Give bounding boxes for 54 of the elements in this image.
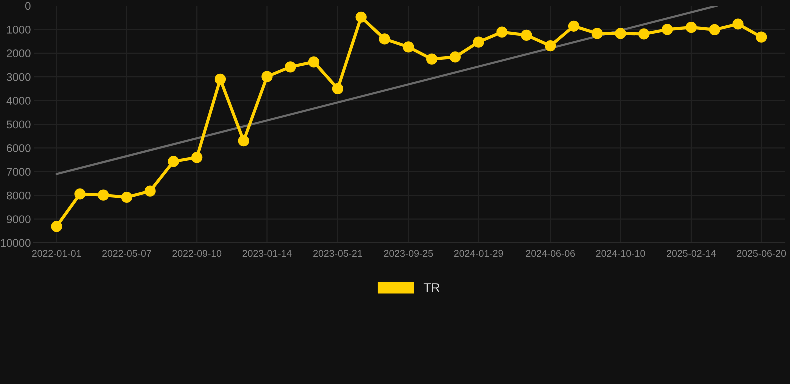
y-tick-label: 1000 <box>7 26 31 34</box>
y-tick-label: 10000 <box>1 239 31 248</box>
point <box>51 221 62 232</box>
point <box>756 32 768 43</box>
y-tick-label: 5000 <box>6 120 31 129</box>
y-tick-label: 7000 <box>7 168 31 176</box>
x-tick-label: 2024-06-06 <box>526 250 576 258</box>
point <box>709 24 720 36</box>
point <box>308 56 320 68</box>
point <box>426 54 438 65</box>
y-tick-label: 2000 <box>7 50 31 58</box>
x-tick-label: 2022-05-07 <box>102 250 152 258</box>
point <box>238 136 250 147</box>
point <box>615 28 626 40</box>
point <box>450 52 461 63</box>
y-tick-label: 6000 <box>7 144 31 152</box>
x-tick-label: 2024-10-10 <box>596 250 646 258</box>
point <box>192 152 203 164</box>
point <box>638 28 650 40</box>
point <box>332 83 344 95</box>
point <box>285 62 296 73</box>
point <box>144 186 156 197</box>
point <box>686 22 698 34</box>
point <box>168 156 180 168</box>
point <box>592 28 603 40</box>
y-tick-label: 8000 <box>6 192 31 200</box>
point <box>662 24 674 36</box>
point <box>568 20 580 32</box>
point <box>496 26 508 38</box>
legend-label: TR <box>424 284 440 292</box>
x-tick-label: 2025-02-14 <box>667 250 716 258</box>
point <box>121 192 133 204</box>
point <box>214 74 226 86</box>
point <box>521 30 532 41</box>
y-tick-label: 4000 <box>6 97 31 105</box>
x-tick-label: 2025-06-20 <box>737 250 786 258</box>
point <box>732 18 744 30</box>
y-tick-label: 0 <box>25 2 31 10</box>
x-tick-label: 2022-09-10 <box>172 250 222 258</box>
point <box>545 40 556 52</box>
point <box>98 190 110 201</box>
y-tick-label: 3000 <box>6 73 31 82</box>
x-tick-label: 2023-09-25 <box>384 250 434 258</box>
x-tick-label: 2022-01-01 <box>32 250 82 258</box>
point <box>356 12 367 23</box>
x-tick-label: 2023-01-14 <box>242 250 292 258</box>
y-tick-label: 9000 <box>7 216 31 224</box>
x-tick-label: 2023-05-21 <box>314 250 362 258</box>
point <box>379 34 390 45</box>
x-tick-label: 2024-01-29 <box>454 250 504 258</box>
point <box>403 42 414 53</box>
point <box>473 36 484 48</box>
point <box>262 71 273 82</box>
point <box>74 188 86 200</box>
